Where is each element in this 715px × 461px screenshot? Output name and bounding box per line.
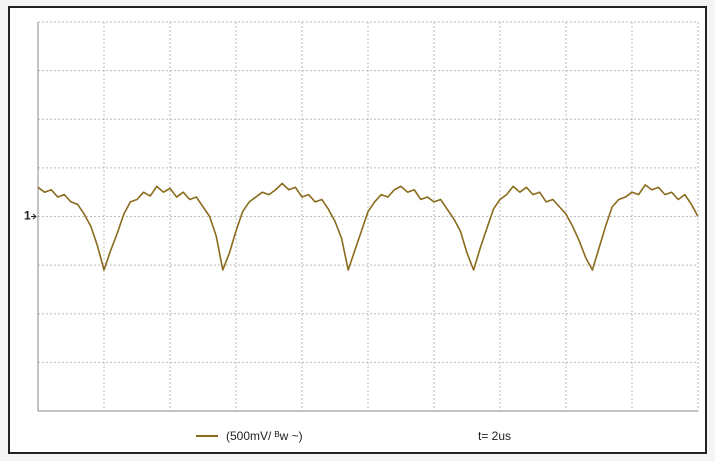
legend-label: (500mV/ ᴮw ~): [226, 429, 303, 443]
timebase: t= 2us: [478, 429, 511, 443]
waveform: [37, 182, 699, 271]
grid: [37, 21, 699, 412]
frame: [8, 6, 707, 454]
channel-marker-arrow: [31, 213, 37, 220]
channel-marker-label: 1: [24, 209, 31, 223]
plot: [37, 182, 699, 271]
